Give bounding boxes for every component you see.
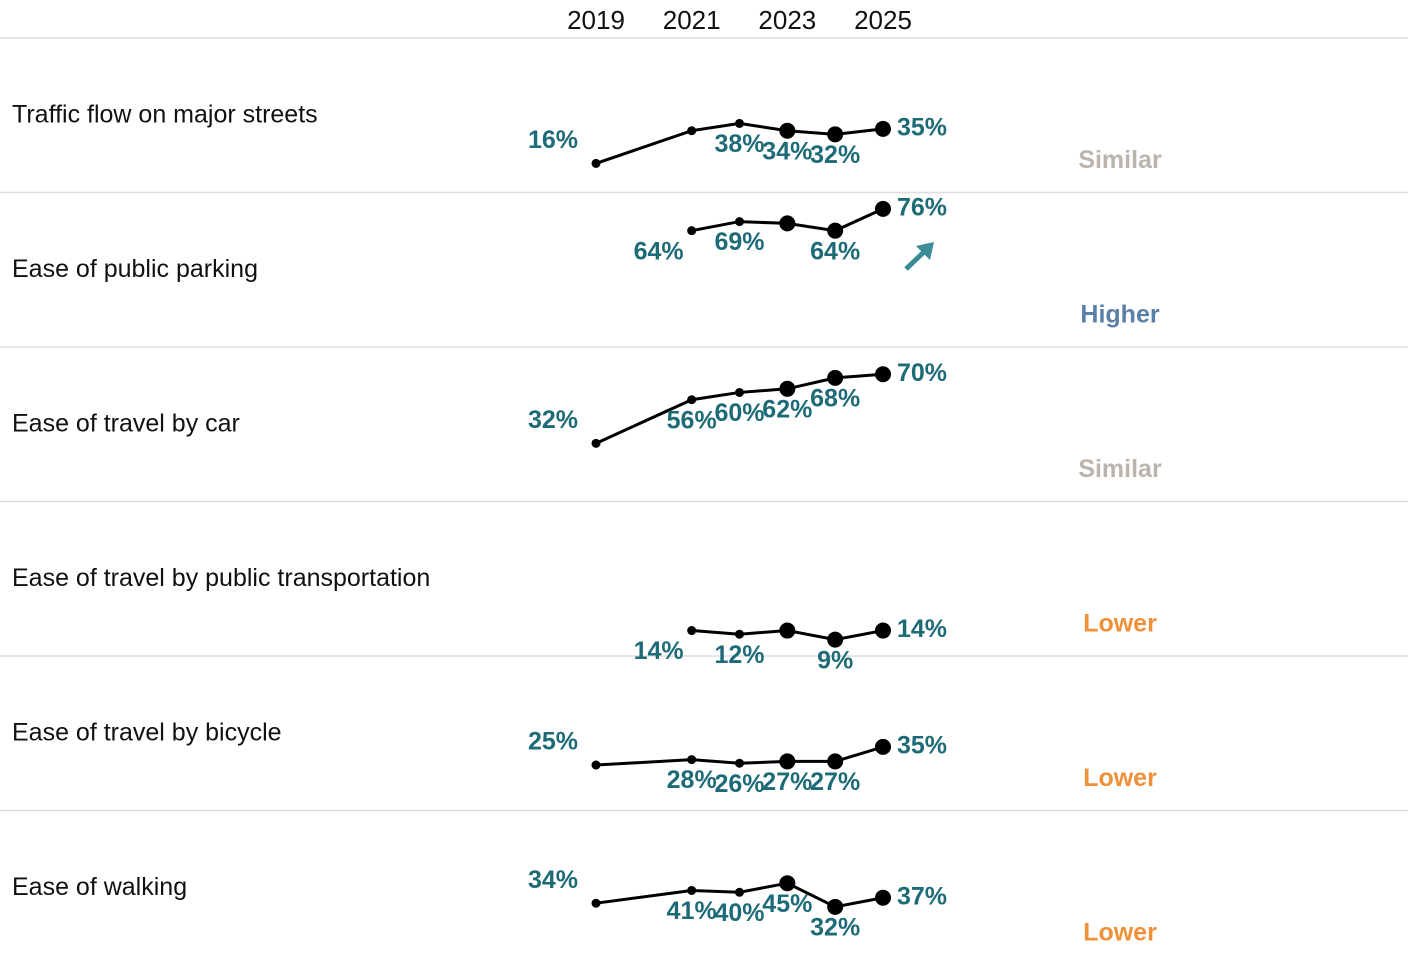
data-point (591, 438, 601, 448)
value-label: 35% (897, 113, 947, 141)
value-label: 37% (897, 882, 947, 910)
value-label: 34% (762, 137, 812, 165)
data-point (687, 626, 697, 636)
row-label: Ease of travel by bicycle (12, 719, 282, 747)
trend-line (595, 121, 884, 165)
value-label: 70% (897, 359, 947, 387)
value-label: 34% (528, 866, 578, 894)
data-point (687, 395, 697, 405)
data-point (827, 631, 844, 648)
x-tick-label: 2023 (758, 5, 816, 35)
value-label: 27% (810, 768, 860, 796)
value-label: 14% (897, 615, 947, 643)
row-label: Ease of travel by car (12, 410, 240, 438)
data-point (779, 215, 796, 232)
value-label: 28% (667, 766, 717, 794)
data-point (591, 898, 601, 908)
status-label: Lower (1083, 764, 1157, 792)
value-label: 35% (897, 731, 947, 759)
value-label: 64% (810, 237, 860, 265)
data-point (779, 753, 796, 770)
data-point (827, 753, 844, 770)
status-label: Lower (1083, 919, 1157, 947)
value-label: 40% (714, 899, 764, 927)
data-point (875, 366, 891, 383)
data-point (591, 760, 601, 770)
data-point (875, 738, 891, 755)
value-label: 32% (810, 141, 860, 169)
data-point (875, 120, 891, 137)
row-label: Ease of walking (12, 873, 187, 901)
data-point (875, 889, 891, 906)
value-label: 9% (817, 646, 853, 674)
x-tick-label: 2021 (663, 5, 721, 35)
row-label: Ease of travel by public transportation (12, 564, 430, 592)
data-point (687, 126, 697, 136)
value-label: 45% (762, 890, 812, 918)
value-label: 12% (714, 641, 764, 669)
value-label: 25% (528, 728, 578, 756)
data-point (735, 758, 744, 768)
trend-arrow (904, 242, 934, 271)
data-point (827, 898, 844, 915)
data-point (735, 629, 744, 639)
value-label: 16% (528, 126, 578, 154)
value-label: 69% (714, 228, 764, 256)
value-label: 64% (634, 237, 684, 265)
data-point (687, 885, 697, 895)
data-point (735, 217, 744, 227)
row-label: Traffic flow on major streets (12, 101, 318, 129)
status-label: Similar (1078, 455, 1162, 483)
data-point (735, 118, 744, 128)
data-point (827, 222, 844, 239)
value-label: 76% (897, 193, 947, 221)
data-point (735, 387, 744, 397)
row-label: Ease of public parking (12, 255, 258, 283)
data-point (779, 875, 796, 892)
data-point (779, 122, 796, 139)
x-tick-label: 2025 (854, 5, 912, 35)
x-tick-label: 2019 (567, 5, 625, 35)
data-point (827, 369, 844, 386)
data-point (779, 380, 796, 397)
data-point (875, 622, 891, 639)
data-point (875, 200, 891, 217)
trend-line (595, 881, 884, 909)
data-point (687, 755, 697, 765)
data-point (687, 226, 697, 236)
value-label: 32% (528, 406, 578, 434)
value-label: 68% (810, 385, 860, 413)
value-label: 41% (667, 897, 717, 925)
status-label: Similar (1078, 146, 1162, 174)
data-point (827, 126, 844, 143)
value-label: 14% (634, 637, 684, 665)
data-point (779, 622, 796, 639)
value-label: 38% (714, 130, 764, 158)
value-label: 26% (714, 770, 764, 798)
data-point (591, 158, 601, 168)
trend-line (595, 745, 884, 767)
data-point (735, 887, 744, 897)
value-label: 32% (810, 913, 860, 941)
value-label: 62% (762, 395, 812, 423)
value-label: 27% (762, 768, 812, 796)
value-label: 60% (714, 399, 764, 427)
value-label: 56% (667, 406, 717, 434)
status-label: Lower (1083, 610, 1157, 638)
status-label: Higher (1080, 301, 1159, 329)
